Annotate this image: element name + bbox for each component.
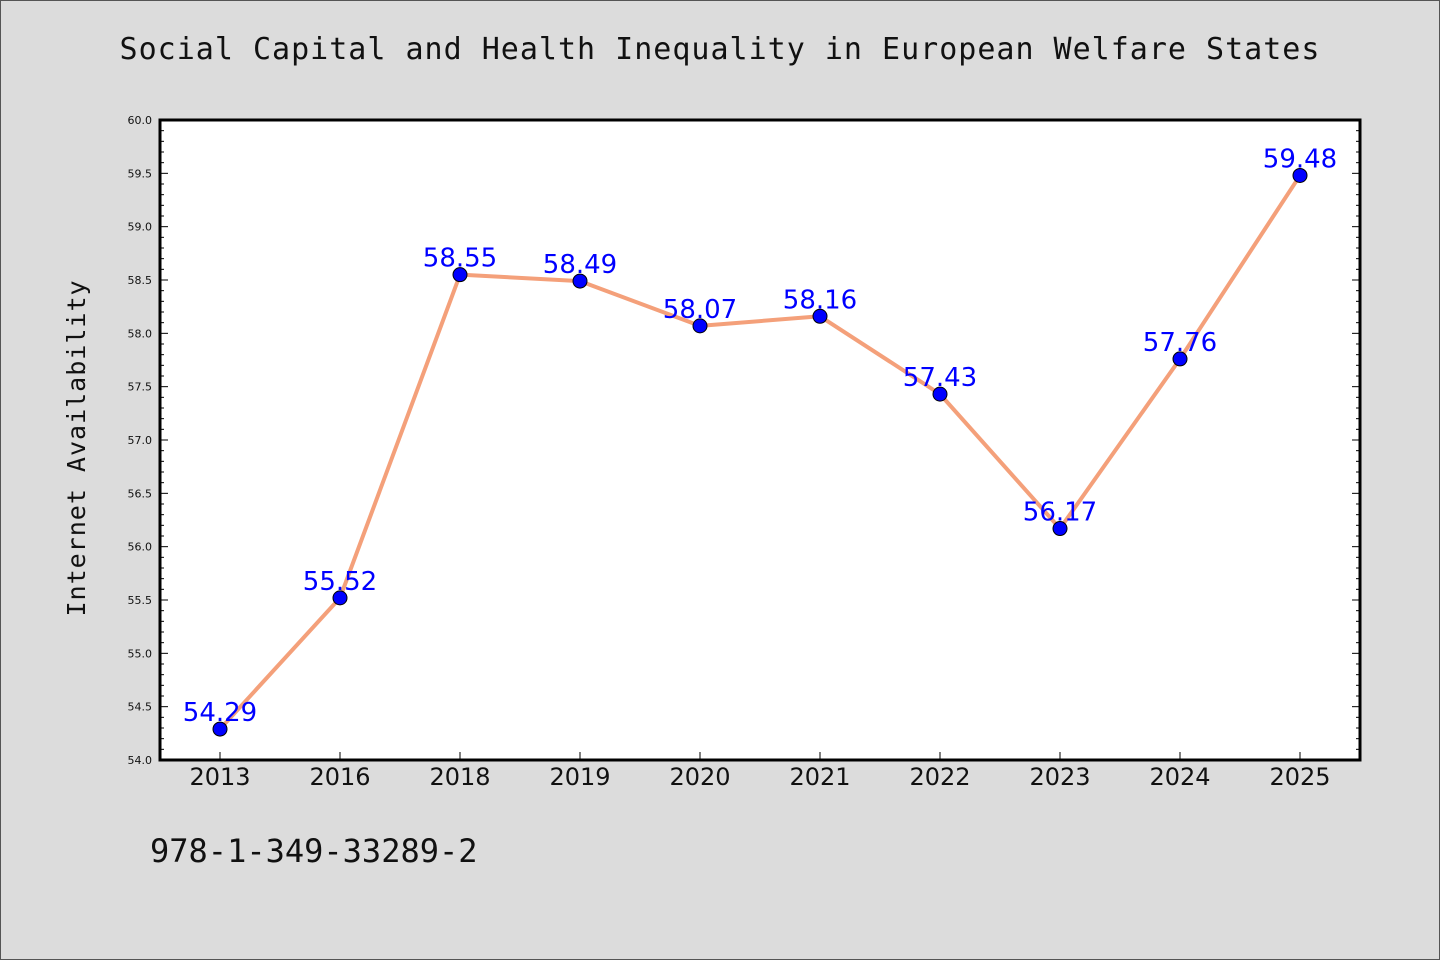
data-point (212, 721, 228, 737)
y-tick-label: 58.0 (128, 327, 153, 340)
chart-title: Social Capital and Health Inequality in … (119, 32, 1321, 67)
data-label: 58.49 (543, 250, 617, 280)
data-point (1172, 351, 1188, 367)
x-tick-label: 2023 (1029, 763, 1090, 791)
data-label: 58.07 (663, 295, 737, 325)
y-axis-label: Internet Availability (62, 279, 91, 616)
data-label: 56.17 (1023, 498, 1097, 528)
y-tick-label: 57.5 (128, 381, 153, 394)
data-label: 58.55 (423, 244, 497, 274)
data-point (1052, 521, 1068, 537)
plot-area (158, 118, 1362, 762)
x-tick-label: 2020 (669, 763, 730, 791)
series-layer: 54.29 55.52 58.55 58.49 58.07 58.16 57.43 56.17… (183, 144, 1337, 737)
y-tick-label: 54.0 (128, 754, 153, 767)
data-point (692, 318, 708, 334)
data-point (452, 267, 468, 283)
x-tick-label: 2016 (309, 763, 370, 791)
y-tick-label: 60.0 (128, 114, 153, 127)
data-point (572, 273, 588, 289)
series-line (218, 174, 1302, 731)
data-label: 55.52 (303, 567, 377, 597)
data-point (932, 386, 948, 402)
y-tick-label: 56.0 (128, 541, 153, 554)
y-tick-label: 54.5 (128, 701, 153, 714)
y-axis: 54.0 54.5 55.0 55.5 56.0 56.5 57.0 57.5 58.0 58.5… (128, 114, 1360, 767)
y-tick-label: 59.5 (128, 167, 153, 180)
x-axis: 2013 2016 2018 2019 2020 2021 2022 2023 2024 2025 (189, 752, 1331, 791)
x-tick-label: 2018 (429, 763, 490, 791)
x-tick-label: 2022 (909, 763, 970, 791)
data-label: 57.43 (903, 363, 977, 393)
data-label: 58.16 (783, 285, 857, 315)
isbn-text: 978-1-349-33289-2 (150, 832, 478, 870)
y-tick-label: 59.0 (128, 221, 153, 234)
y-tick-label: 55.5 (128, 594, 153, 607)
y-tick-label: 56.5 (128, 487, 153, 500)
data-point (812, 308, 828, 324)
data-point (1292, 167, 1308, 183)
x-tick-label: 2019 (549, 763, 610, 791)
data-label: 57.76 (1143, 328, 1217, 358)
x-tick-label: 2025 (1269, 763, 1330, 791)
y-tick-label: 55.0 (128, 647, 153, 660)
x-tick-label: 2013 (189, 763, 250, 791)
data-label: 54.29 (183, 698, 257, 728)
y-tick-label: 57.0 (128, 434, 153, 447)
data-point (332, 590, 348, 606)
x-tick-label: 2021 (789, 763, 850, 791)
data-label: 59.48 (1263, 144, 1337, 174)
x-tick-label: 2024 (1149, 763, 1210, 791)
y-tick-label: 58.5 (128, 274, 153, 287)
